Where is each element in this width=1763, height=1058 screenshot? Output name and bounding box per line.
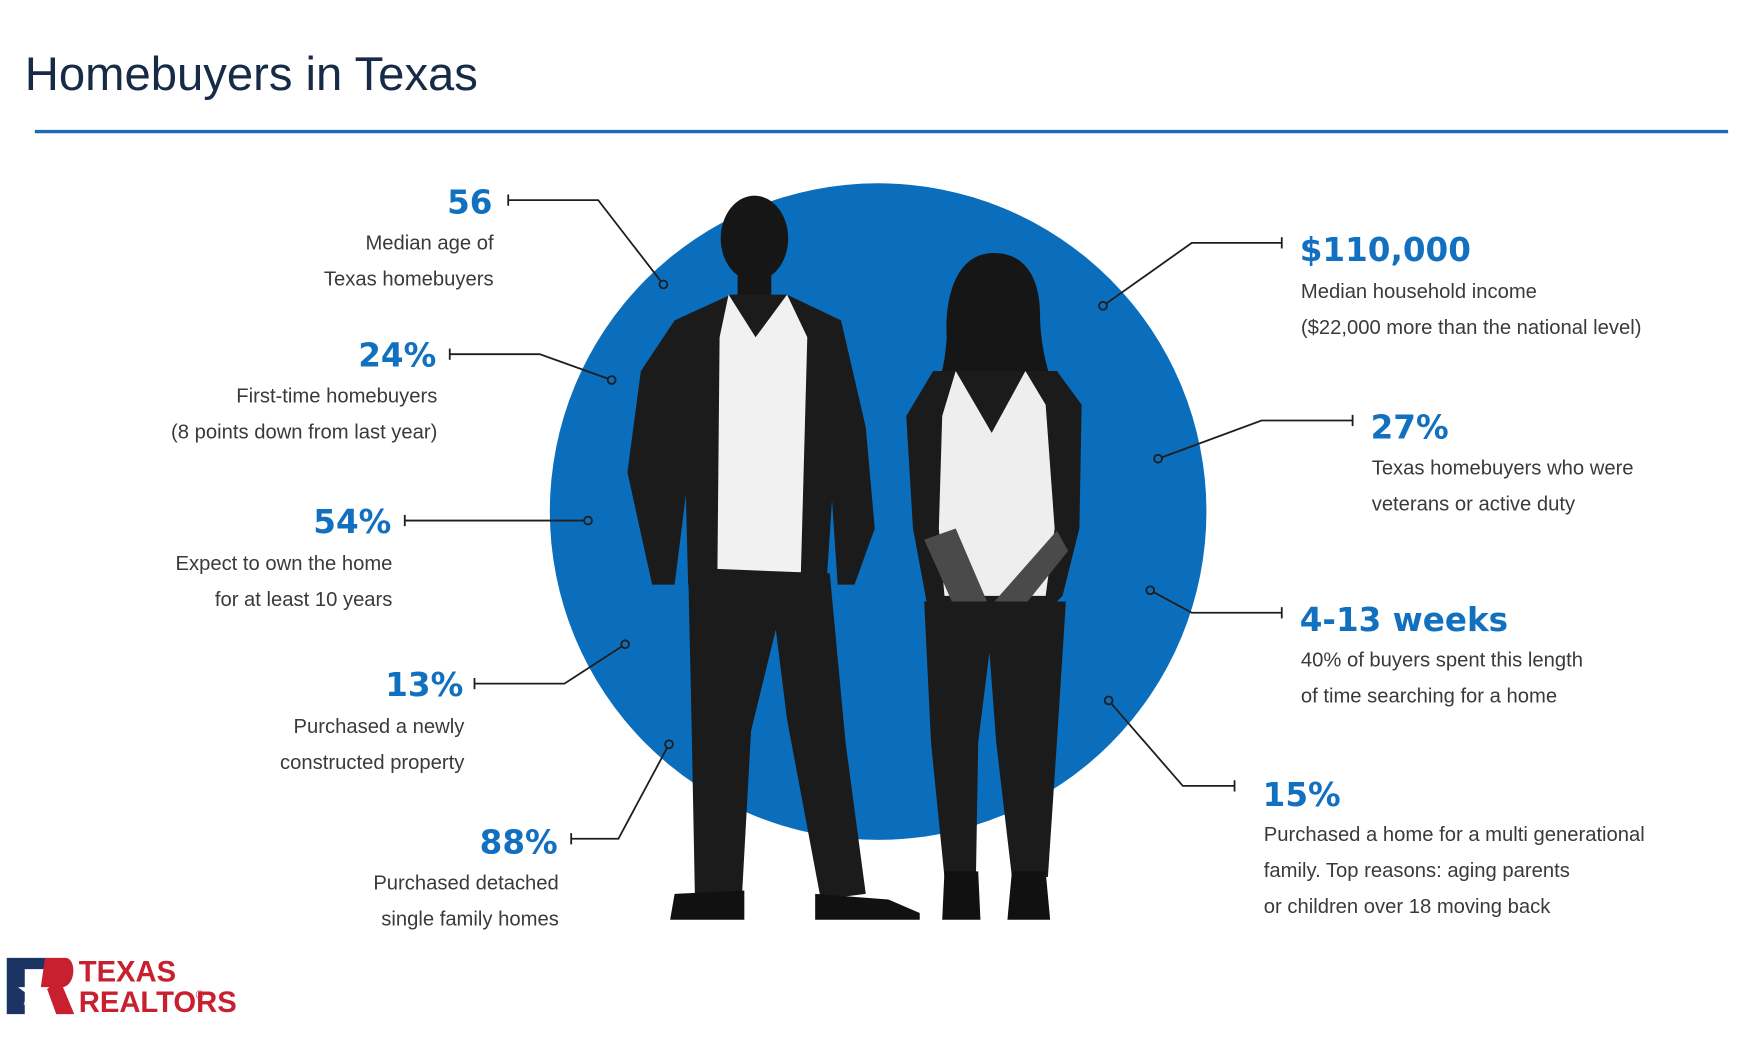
connector-line — [474, 643, 626, 685]
woman-silhouette — [906, 252, 1082, 920]
logo-text: TEXAS — [79, 957, 176, 989]
stats: 56 Median age of Texas homebuyers 24% First-… — [171, 184, 1645, 931]
stat-description: (8 points down from last year) — [171, 421, 437, 443]
stat-value: 13% — [385, 666, 463, 704]
connector-line — [1157, 419, 1353, 460]
stat-value: 54% — [313, 503, 391, 541]
stat-value: 27% — [1371, 408, 1449, 446]
stat-value: 15% — [1263, 776, 1341, 814]
connector-dot — [658, 279, 669, 290]
stat-description: for at least 10 years — [215, 589, 393, 611]
stat-description: family. Top reasons: aging parents — [1264, 860, 1570, 882]
stat-description: Purchased a home for a multi generationa… — [1264, 824, 1645, 846]
connector-line — [571, 743, 670, 840]
connector-dot — [664, 739, 674, 750]
connector-line — [1149, 589, 1282, 614]
stat-description: veterans or active duty — [1372, 493, 1576, 515]
connector-line — [449, 353, 612, 381]
connector-line — [1107, 699, 1235, 787]
logo-text: REALTORS — [79, 987, 237, 1019]
connector-dot — [606, 375, 617, 385]
connector-line — [1102, 241, 1282, 307]
connector-dot — [1145, 585, 1156, 596]
stat-description: Purchased detached — [373, 872, 558, 894]
stat-value: 88% — [480, 823, 558, 861]
connector-dot — [583, 515, 593, 526]
man-silhouette — [627, 195, 920, 920]
logo: TEXAS REALTORS ® — [6, 957, 237, 1019]
stat-description: Texas homebuyers — [324, 269, 494, 291]
stat-value: $110,000 — [1300, 231, 1471, 269]
stat-description: constructed property — [280, 752, 465, 774]
logo-star — [18, 975, 50, 1006]
stat-description: Expect to own the home — [175, 553, 392, 575]
logo-mark — [6, 957, 45, 1015]
logo-registered: ® — [196, 989, 205, 1001]
stat-description: Median age of — [365, 233, 494, 255]
connector-dot — [620, 639, 630, 650]
stat-description: single family homes — [381, 908, 559, 930]
stat-description: of time searching for a home — [1301, 686, 1557, 708]
stat-description: or children over 18 moving back — [1264, 896, 1551, 918]
stat-value: 24% — [358, 337, 436, 375]
stat-description: Texas homebuyers who were — [1372, 457, 1634, 479]
stat-description: Purchased a newly — [294, 716, 466, 738]
connector-dot — [1103, 695, 1114, 706]
stat-value: 4-13 weeks — [1300, 601, 1508, 639]
stat-value: 56 — [447, 184, 492, 222]
connector-line — [508, 199, 665, 286]
page-title: Homebuyers in Texas — [25, 48, 478, 101]
connector-dot — [1153, 453, 1163, 464]
logo-mark — [40, 957, 75, 1015]
stat-description: 40% of buyers spent this length — [1301, 650, 1583, 672]
stat-description: First-time homebuyers — [236, 386, 437, 408]
connector-dot — [1098, 300, 1108, 311]
stat-description: ($22,000 more than the national level) — [1301, 317, 1642, 339]
stat-description: Median household income — [1301, 281, 1537, 303]
